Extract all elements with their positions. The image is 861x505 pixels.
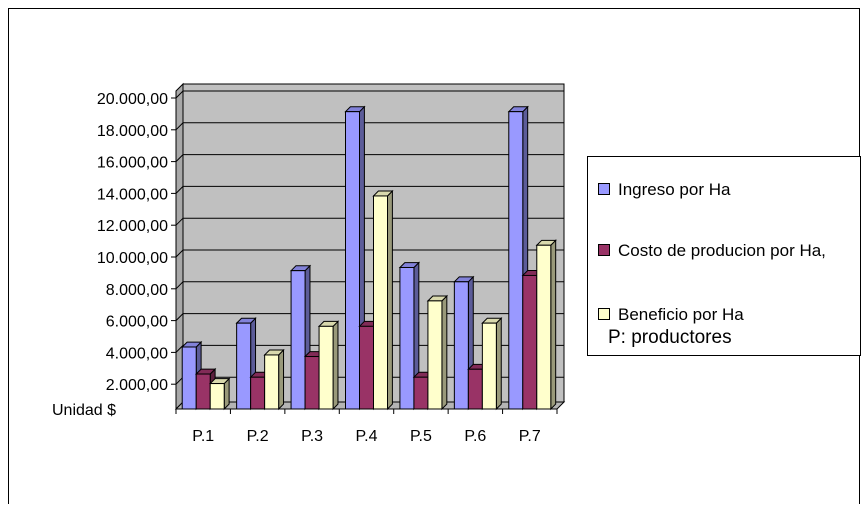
bar-beneficio [536, 244, 552, 410]
y-tick-label: 14.000,00 [97, 186, 168, 203]
bar-ingreso [508, 111, 524, 410]
gridline [175, 90, 564, 99]
legend: Ingreso por Ha Costo de producion por Ha… [587, 156, 861, 356]
y-tick-label: 4.000,00 [106, 345, 168, 362]
x-tick-label: P.3 [301, 428, 323, 445]
x-tick-label: P.6 [464, 428, 486, 445]
bar-beneficio [481, 322, 497, 410]
bar-side [550, 239, 557, 411]
x-tick-label: P.7 [519, 428, 541, 445]
legend-swatch-ingreso [598, 183, 610, 195]
bar-ingreso [453, 281, 469, 410]
x-tick-label: P.1 [192, 428, 214, 445]
bar-ingreso [290, 270, 306, 410]
y-tick-label: 16.000,00 [97, 155, 168, 172]
bar-costo [304, 356, 320, 410]
bar-side [387, 189, 393, 411]
y-tick-label: 2.000,00 [106, 377, 168, 394]
x-tick-label: P.4 [356, 428, 378, 445]
gridline [175, 154, 564, 162]
x-tick-label: P.5 [410, 428, 432, 445]
legend-swatch-beneficio [598, 308, 610, 320]
x-tick-label: P.2 [247, 428, 269, 445]
bar-costo [413, 376, 429, 410]
bar-beneficio [373, 195, 388, 410]
y-tick-label: 20.000,00 [97, 91, 168, 108]
y-axis-label: Unidad $ [52, 402, 116, 419]
gridline [175, 281, 564, 290]
bar-ingreso [181, 346, 197, 410]
y-tick-label: 18.000,00 [97, 123, 168, 140]
y-tick-label: 12.000,00 [97, 218, 168, 235]
y-tick-label: 8.000,00 [106, 282, 168, 299]
bar-side [495, 317, 502, 411]
gridline [175, 249, 564, 258]
bar-costo [359, 325, 374, 410]
bar-side [278, 348, 285, 411]
bar-ingreso [399, 266, 415, 410]
bar-costo [195, 373, 211, 410]
gridline [175, 217, 564, 226]
gridline [175, 122, 564, 131]
y-tick-label: 10.000,00 [97, 250, 168, 267]
bar-costo [250, 376, 266, 410]
legend-swatch-costo [598, 244, 610, 256]
y-tick-label: 6.000,00 [106, 314, 168, 331]
bar-costo [467, 368, 483, 410]
bar-beneficio [264, 354, 280, 410]
bar-ingreso [236, 322, 252, 410]
legend-note: P: productores [608, 327, 732, 348]
gridline [175, 185, 564, 194]
legend-label-beneficio: Beneficio por Ha [618, 305, 744, 324]
bar-side [441, 294, 448, 411]
bar-side [332, 320, 339, 411]
bar-beneficio [318, 325, 334, 410]
bar-beneficio [427, 300, 443, 410]
legend-label-ingreso: Ingreso por Ha [618, 180, 731, 199]
bar-ingreso [345, 111, 360, 410]
legend-label-costo: Costo de producion por Ha, [618, 241, 826, 260]
bar-beneficio [209, 383, 225, 410]
bar-costo [522, 274, 538, 410]
